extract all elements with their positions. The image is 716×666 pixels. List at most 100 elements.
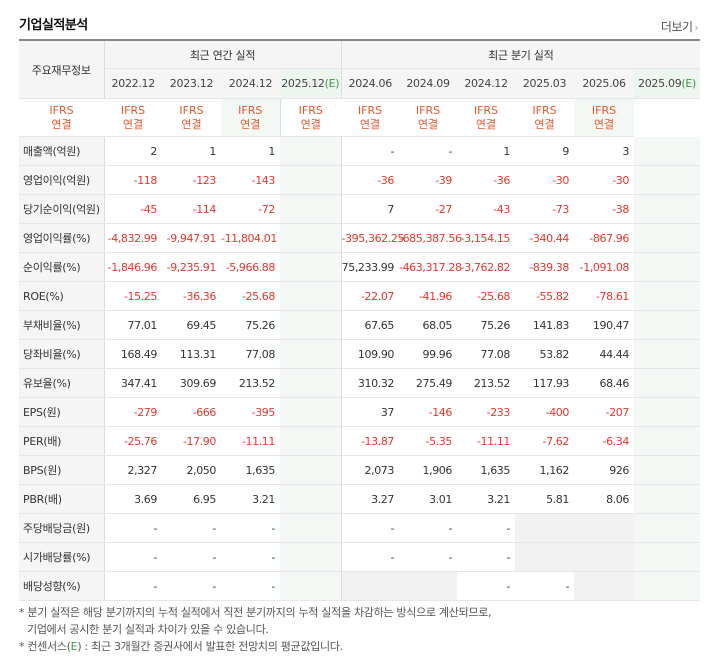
table-cell [634,513,701,543]
financial-table: 주요재무정보 최근 연간 실적 최근 분기 실적 2022.12 2023.12 2… [19,39,701,601]
corner-label: 주요재무정보 [19,40,105,99]
table-cell: - [399,136,458,166]
table-cell [574,513,635,543]
table-row: 유보율(%) 347.41 309.69 213.52 310.32 275.49 213.… [19,368,701,398]
table-cell: 68.46 [574,368,635,398]
table-cell [634,223,701,253]
period-label: 2025.06 [582,77,626,90]
row-label: 주당배당금(원) [19,513,105,543]
period-header: 2022.12 [104,68,162,99]
table-cell: - [399,513,458,543]
table-row: 당기순이익(억원) -45 -114 -72 7 -27 -43 -73 -38 [19,194,701,224]
table-cell: 926 [574,455,635,485]
table-cell: 3.01 [399,484,458,514]
table-cell: 213.52 [221,368,280,398]
table-cell [634,368,701,398]
table-cell: -666 [162,397,221,427]
table-cell: 3.69 [104,484,162,514]
row-label: 매출액(억원) [19,136,105,166]
ifrs-header: IFRS 연결 [162,98,221,137]
table-cell [280,542,342,572]
table-cell: 1,635 [457,455,516,485]
table-cell [280,368,342,398]
table-row: PER(배) -25.76 -17.90 -11.11 -13.87 -5.35 -11.1… [19,426,701,456]
table-cell: -41.96 [399,281,458,311]
table-cell: 2,327 [104,455,162,485]
ifrs-label: IFRS [120,103,146,117]
table-cell: 1 [221,136,280,166]
table-cell: -38 [574,194,635,224]
table-cell: - [162,571,221,601]
table-cell: 8.06 [574,484,635,514]
chevron-right-icon: › [694,23,699,34]
table-cell: -7.62 [515,426,575,456]
table-cell: -45 [104,194,162,224]
table-row: PBR(배) 3.69 6.95 3.21 3.27 3.01 3.21 5.81 8.06 [19,484,701,514]
more-link[interactable]: 더보기 › [661,18,699,35]
period-header: 2024.09 [399,68,458,99]
table-cell: -36 [340,165,400,195]
table-cell: -395,362.25 [340,223,404,253]
table-cell: -22.07 [340,281,400,311]
table-cell: - [104,542,162,572]
row-label: PER(배) [19,426,105,456]
table-row: 시가배당률(%) - - - - - - [19,542,701,572]
table-cell: -11.11 [221,426,280,456]
table-cell [280,310,342,340]
table-cell: 1 [457,136,516,166]
ifrs-header: IFRS 연결 [221,98,280,137]
table-cell: 3 [574,136,635,166]
period-header: 2025.12(E) [280,68,342,99]
ifrs-label: IFRS [49,103,74,117]
table-cell: -340.44 [515,223,575,253]
table-cell: -4,832.99 [104,223,162,253]
table-cell: - [457,513,516,543]
table-cell: 67.65 [340,310,400,340]
table-cell: 213.52 [457,368,516,398]
table-cell: - [340,542,400,572]
period-header: 2024.06 [340,68,400,99]
table-cell: -143 [221,165,280,195]
table-cell: -25.76 [104,426,162,456]
table-cell [634,339,701,369]
period-label: 2024.12 [464,77,508,90]
period-header: 2024.12 [221,68,280,99]
table-cell [280,426,342,456]
quarter-group-header: 최근 분기 실적 [340,40,701,69]
ifrs-header: IFRS 연결 [104,98,162,137]
table-cell: -395 [221,397,280,427]
estimate-mark: (E) [324,77,340,90]
row-label: 당기순이익(억원) [19,194,105,224]
ifrs-header: IFRS 연결 [399,98,458,137]
table-cell: 77.08 [457,339,516,369]
row-label: 유보율(%) [19,368,105,398]
table-cell: 141.83 [515,310,575,340]
table-cell: -55.82 [515,281,575,311]
table-cell [280,252,342,282]
period-label: 2024.09 [406,77,450,90]
ifrs-label: IFRS [238,103,263,117]
table-cell: 3.21 [457,484,516,514]
table-cell: -3,154.15 [457,223,516,253]
table-cell [280,165,342,195]
table-cell [574,571,635,601]
table-cell: 117.93 [515,368,575,398]
table-cell [280,194,342,224]
ifrs-label: IFRS [179,103,204,117]
table-cell: -15.25 [104,281,162,311]
consolidated-label: 연결 [593,117,615,131]
table-cell: -6.34 [574,426,635,456]
table-cell: -13.87 [340,426,400,456]
table-cell: -73 [515,194,575,224]
table-cell [574,542,635,572]
table-row: 배당성향(%) - - - - - [19,571,701,601]
table-row: ROE(%) -15.25 -36.36 -25.68 -22.07 -41.96 -25.… [19,281,701,311]
ifrs-header: IFRS 연결 [574,98,635,137]
ifrs-header: IFRS 연결 [19,98,104,137]
table-cell [280,455,342,485]
table-cell: 2,050 [162,455,221,485]
table-cell [399,571,458,601]
table-row: 매출액(억원) 2 1 1- -1 9 3 [19,136,701,166]
table-cell: 6.95 [162,484,221,514]
footnote-3-suffix: ) : 최근 3개월간 증권사에서 발표한 전망치의 평균값입니다. [77,640,343,653]
